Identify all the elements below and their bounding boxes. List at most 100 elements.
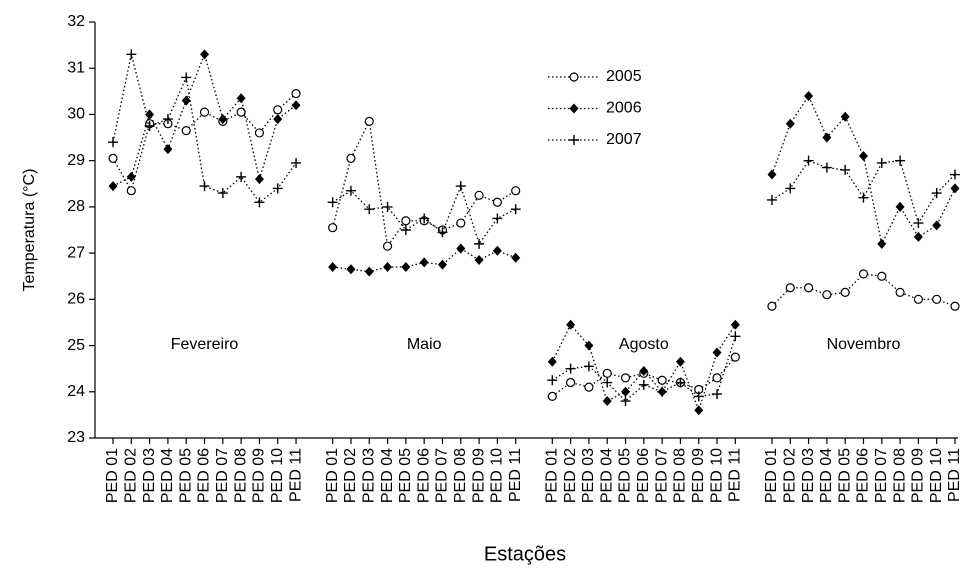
x-tick-label: PED 04 [818,448,835,503]
legend-marker [569,135,579,145]
y-tick-label: 29 [67,152,85,169]
point [785,283,795,293]
point [328,261,338,272]
point [620,373,631,383]
point [584,382,594,392]
point [272,183,283,194]
point [383,261,393,272]
point [766,194,777,205]
point [895,287,905,297]
point [693,391,704,402]
point [547,375,558,386]
point [712,347,722,358]
point [583,361,594,372]
point [602,396,612,407]
x-tick-label: PED 01 [763,448,780,503]
point [602,377,613,388]
point [566,377,576,388]
point [803,155,814,166]
x-tick-label: PED 11 [946,448,960,502]
point [345,185,356,196]
point [620,396,631,407]
point [932,294,942,304]
point [254,174,264,185]
x-tick-label: PED 05 [397,448,414,503]
point [694,405,704,416]
point [950,301,960,311]
point [785,183,796,194]
x-tick-label: PED 07 [653,448,670,503]
point [730,319,740,330]
point [511,252,521,263]
point [419,257,429,268]
point [876,157,887,168]
x-tick-label: PED 08 [452,448,469,503]
point [254,128,265,138]
y-tick-label: 26 [67,291,85,308]
x-tick-label: PED 03 [580,448,597,503]
point [858,192,869,203]
point [437,259,447,270]
x-tick-label: PED 06 [415,448,432,503]
x-tick-label: PED 09 [251,448,268,503]
point [162,114,173,125]
point [474,238,485,249]
point [547,391,557,401]
point [455,181,466,192]
x-tick-label: PED 01 [324,448,341,503]
point [822,290,832,300]
point [163,144,173,155]
point [236,171,247,182]
x-tick-label: PED 07 [873,448,890,503]
point [858,151,868,162]
point [492,245,502,256]
y-axis-title: Temperatura (°C) [21,169,38,292]
point [840,111,850,122]
point [675,377,686,388]
point [437,227,448,238]
point [492,197,502,207]
point [145,109,155,120]
x-tick-label: PED 03 [141,448,158,503]
x-axis-title: Estações [484,543,566,565]
point [639,365,649,376]
point [199,107,210,117]
x-tick-label: PED 04 [159,448,176,503]
point [638,379,649,390]
point [657,386,668,397]
point [456,218,466,228]
point [364,116,374,126]
point [547,356,557,367]
point [565,363,576,374]
y-tick-label: 24 [67,383,85,400]
x-tick-label: PED 10 [928,448,945,503]
point [767,169,777,180]
point [126,186,136,196]
point [199,181,210,192]
point [511,186,521,196]
x-tick-label: PED 11 [507,448,524,502]
x-tick-label: PED 02 [342,448,359,503]
point [822,132,832,143]
point [913,231,923,242]
x-tick-label: PED 10 [489,448,506,503]
x-tick-label: PED 02 [123,448,140,503]
point [218,114,228,125]
point [877,271,887,281]
x-tick-label: PED 09 [690,448,707,503]
point [474,190,484,200]
x-tick-label: PED 09 [910,448,927,503]
x-tick-label: PED 04 [379,448,396,503]
point [236,107,246,117]
point [913,218,924,229]
point [931,188,942,199]
legend-label: 2006 [606,100,642,117]
point [327,197,338,208]
x-tick-label: PED 04 [598,448,615,503]
point [126,171,136,182]
x-tick-label: PED 01 [104,448,121,503]
legend-label: 2005 [606,68,642,85]
y-tick-label: 28 [67,198,85,215]
x-tick-label: PED 05 [177,448,194,503]
